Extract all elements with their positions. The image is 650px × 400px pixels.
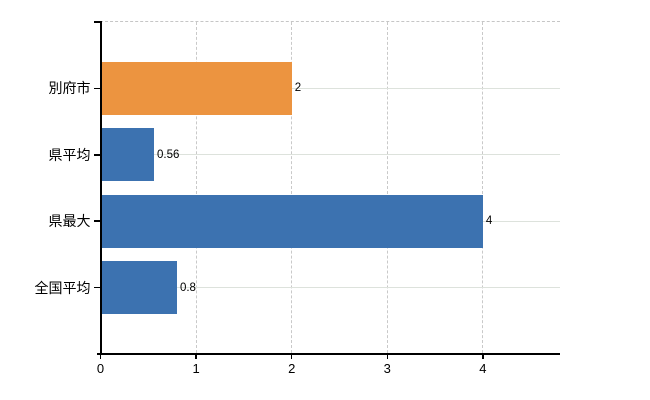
bar-value-label-0: 2 <box>294 82 302 95</box>
x-tick-label-2: 2 <box>288 361 296 376</box>
x-tick-2 <box>290 354 293 359</box>
category-label-0: 別府市 <box>48 80 91 97</box>
gridline-horizontal-1 <box>101 154 560 156</box>
category-tick-0 <box>93 87 101 90</box>
bar-0 <box>101 61 292 115</box>
x-tick-1 <box>195 354 197 359</box>
x-tick-label-0: 0 <box>96 361 105 376</box>
x-tick-label-1: 1 <box>192 361 200 376</box>
x-axis-line <box>96 353 560 355</box>
category-label-3: 全国平均 <box>34 279 91 296</box>
x-tick-label-4: 4 <box>479 361 487 376</box>
category-label-1: 県平均 <box>48 146 91 163</box>
category-label-2: 県最大 <box>48 213 91 230</box>
bar-2 <box>101 194 483 248</box>
category-tick-2 <box>93 220 101 222</box>
gridline-horizontal-3 <box>101 287 560 289</box>
gridline-vertical-4 <box>482 22 484 353</box>
category-tick-1 <box>93 154 101 156</box>
x-tick-4 <box>482 354 484 359</box>
x-tick-3 <box>386 354 389 359</box>
x-tick-label-3: 3 <box>383 361 391 376</box>
bar-value-label-2: 4 <box>485 215 493 228</box>
category-tick-3 <box>93 286 101 289</box>
y-axis-line <box>100 21 102 354</box>
bar-value-label-1: 0.56 <box>157 148 180 161</box>
gridline-vertical-1 <box>195 22 197 353</box>
plot-top-border <box>99 21 560 22</box>
category-axis-top-tick <box>93 21 101 23</box>
bar-3 <box>101 261 177 315</box>
bar-value-label-3: 0.8 <box>179 281 196 294</box>
bar-1 <box>101 128 155 182</box>
gridline-vertical-3 <box>386 22 388 353</box>
x-tick-0 <box>99 354 102 359</box>
gridline-horizontal-0 <box>101 87 560 89</box>
gridline-vertical-2 <box>291 22 293 353</box>
